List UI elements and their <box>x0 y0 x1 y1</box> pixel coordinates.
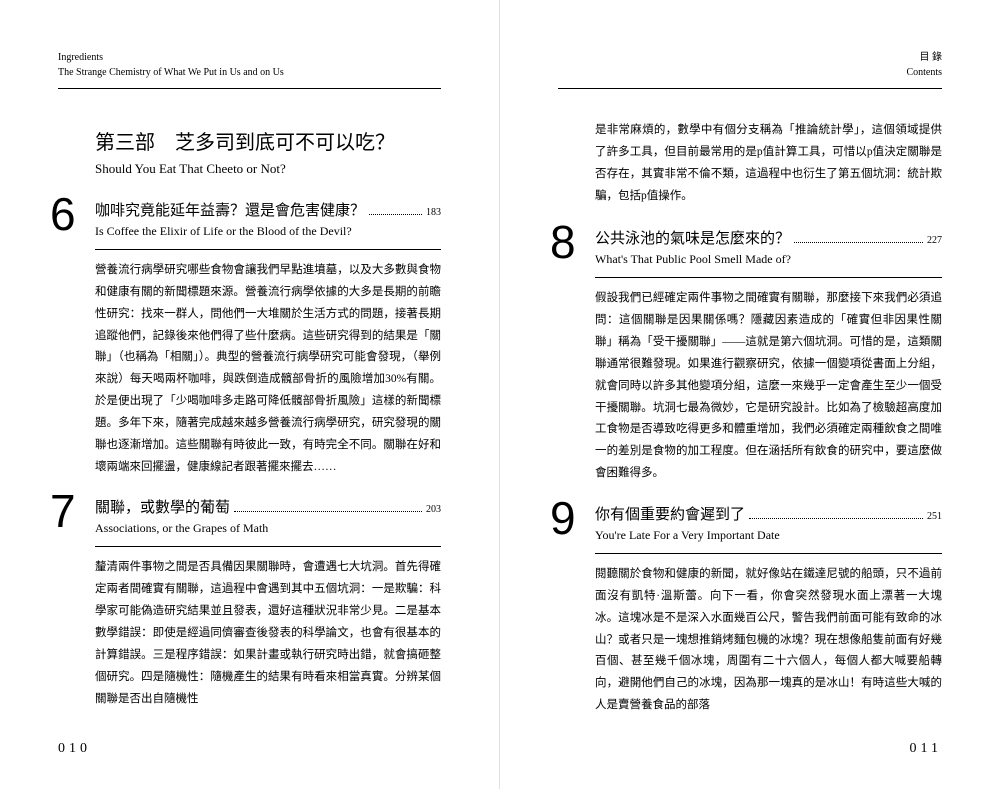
chapter-title-zh: 關聯，或數學的葡萄 <box>95 496 230 517</box>
right-content: 是非常麻煩的，數學中有個分支稱為「推論統計學」，這個領域提供了許多工具，但目前最… <box>595 120 942 724</box>
chapter-title-row: 你有個重要約會遲到了 251 <box>595 503 942 524</box>
chapter-title-en: Associations, or the Grapes of Math <box>95 521 441 536</box>
running-head-right: 目 錄 Contents <box>558 50 942 80</box>
book-spread: Ingredients The Strange Chemistry of Wha… <box>0 0 1000 789</box>
section-zh: 目 錄 <box>558 50 942 65</box>
chapter-title-zh: 你有個重要約會遲到了 <box>595 503 745 524</box>
book-subtitle-en: The Strange Chemistry of What We Put in … <box>58 65 441 80</box>
chapter-number: 9 <box>550 495 576 541</box>
chapter-title-row: 關聯，或數學的葡萄 203 <box>95 496 441 517</box>
chapter-entry: 8 公共泳池的氣味是怎麼來的？ 227 What's That Public P… <box>595 227 942 485</box>
chapter-entry: 6 咖啡究竟能延年益壽？還是會危害健康？ 183 Is Coffee the E… <box>95 199 441 478</box>
chapter-rule <box>95 249 441 250</box>
chapter-number: 6 <box>50 191 76 237</box>
chapter-rule <box>595 553 942 554</box>
chapter-page-ref: 251 <box>927 511 942 522</box>
chapter-title-zh: 公共泳池的氣味是怎麼來的？ <box>595 227 790 248</box>
part-title-zh: 第三部 芝多司到底可不可以吃？ <box>95 126 441 155</box>
chapter-number: 8 <box>550 219 576 265</box>
left-page: Ingredients The Strange Chemistry of Wha… <box>0 0 500 789</box>
header-rule <box>58 88 441 89</box>
chapter-title-zh: 咖啡究竟能延年益壽？還是會危害健康？ <box>95 199 365 220</box>
header-rule <box>558 88 942 89</box>
chapter-rule <box>595 277 942 278</box>
part-title-en: Should You Eat That Cheeto or Not? <box>95 161 441 177</box>
chapter-description: 營養流行病學研究哪些食物會讓我們早點進墳墓，以及大多數與食物和健康有關的新聞標題… <box>95 260 441 478</box>
chapter-page-ref: 183 <box>426 207 441 218</box>
running-head-left: Ingredients The Strange Chemistry of Wha… <box>58 50 441 80</box>
section-en: Contents <box>558 65 942 80</box>
chapter-title-en: Is Coffee the Elixir of Life or the Bloo… <box>95 224 441 239</box>
chapter-title-row: 公共泳池的氣味是怎麼來的？ 227 <box>595 227 942 248</box>
leader-dots <box>369 214 422 215</box>
chapter-description: 釐清兩件事物之間是否具備因果關聯時，會遭遇七大坑洞。首先得確定兩者間確實有關聯，… <box>95 557 441 710</box>
page-number-left: 010 <box>58 741 91 757</box>
chapter-title-en: You're Late For a Very Important Date <box>595 528 942 543</box>
leader-dots <box>749 518 923 519</box>
leader-dots <box>794 242 923 243</box>
book-title-en: Ingredients <box>58 50 441 65</box>
chapter-page-ref: 227 <box>927 235 942 246</box>
continuation-text: 是非常麻煩的，數學中有個分支稱為「推論統計學」，這個領域提供了許多工具，但目前最… <box>595 120 942 207</box>
chapter-page-ref: 203 <box>426 504 441 515</box>
chapter-description: 假設我們已經確定兩件事物之間確實有關聯，那麼接下來我們必須追問：這個關聯是因果關… <box>595 288 942 485</box>
page-number-right: 011 <box>910 741 942 757</box>
chapter-rule <box>95 546 441 547</box>
chapter-entry: 7 關聯，或數學的葡萄 203 Associations, or the Gra… <box>95 496 441 710</box>
chapter-title-row: 咖啡究竟能延年益壽？還是會危害健康？ 183 <box>95 199 441 220</box>
right-page: 目 錄 Contents 是非常麻煩的，數學中有個分支稱為「推論統計學」，這個領… <box>500 0 1000 789</box>
part-header: 第三部 芝多司到底可不可以吃？ Should You Eat That Chee… <box>95 126 441 177</box>
chapter-title-en: What's That Public Pool Smell Made of? <box>595 252 942 267</box>
chapter-number: 7 <box>50 488 76 534</box>
chapter-description: 閱聽關於食物和健康的新聞，就好像站在鐵達尼號的船頭，只不過前面沒有凱特·溫斯蕾。… <box>595 564 942 717</box>
chapter-entry: 9 你有個重要約會遲到了 251 You're Late For a Very … <box>595 503 942 717</box>
leader-dots <box>234 511 422 512</box>
left-content: 第三部 芝多司到底可不可以吃？ Should You Eat That Chee… <box>95 120 441 724</box>
